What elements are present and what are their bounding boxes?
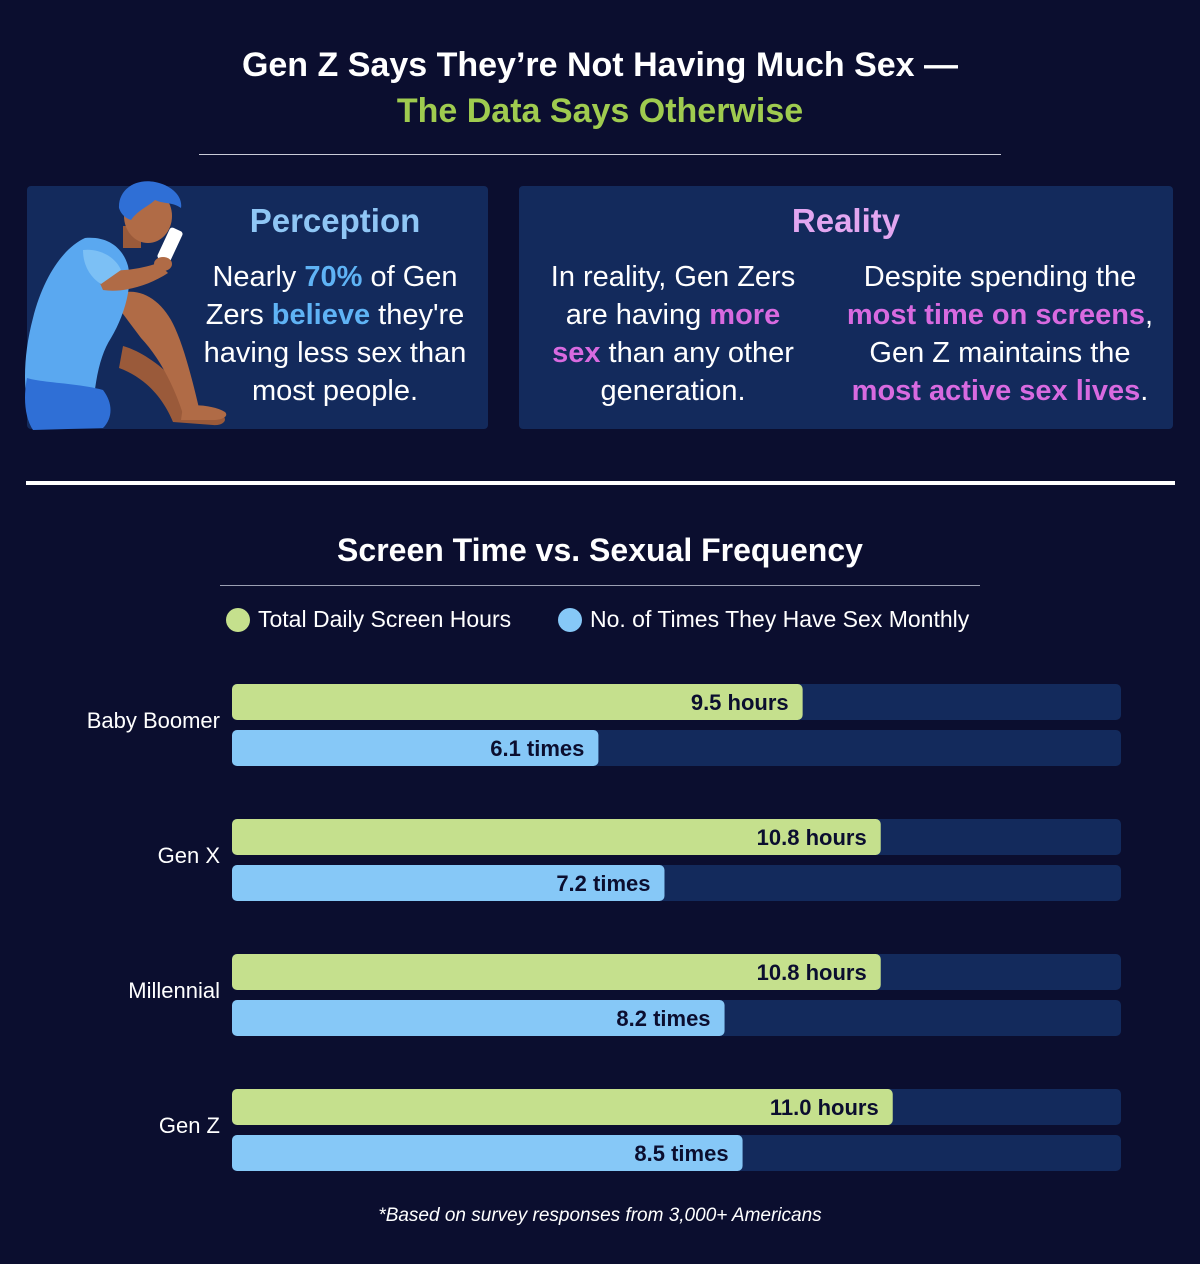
bar-gen-z-screen-hours xyxy=(232,1089,893,1125)
perception-line-2a: Zers xyxy=(205,299,272,331)
category-label-baby-boomer: Baby Boomer xyxy=(87,708,220,733)
reality-heading: Reality xyxy=(791,202,901,239)
perception-believe: believe xyxy=(271,299,371,331)
perception-line-4: most people. xyxy=(251,375,419,407)
chart-title: Screen Time vs. Sexual Frequency xyxy=(337,532,863,568)
reality-text-left: In reality, Gen Zers are having more sex… xyxy=(527,258,819,410)
bar-millennial-screen-hours xyxy=(232,954,881,990)
reality-panel: Reality In reality, Gen Zers are having … xyxy=(519,186,1173,429)
bar-gen-x-sex-monthly xyxy=(232,865,665,901)
title-divider xyxy=(199,154,1001,155)
title-line-1: Gen Z Says They’re Not Having Much Sex — xyxy=(241,46,959,84)
reality-left-line-4: generation. xyxy=(600,375,746,407)
data-label-gen-z-screen-hours: 11.0 hours xyxy=(770,1095,879,1120)
data-label-millennial-sex-monthly: 8.2 times xyxy=(616,1006,710,1031)
reality-left-line-3: sex than any other xyxy=(527,334,819,372)
reality-right-line-3: Gen Z maintains the xyxy=(869,337,1131,369)
data-label-gen-x-screen-hours: 10.8 hours xyxy=(757,825,867,850)
reality-most-active: most active sex lives xyxy=(851,375,1141,407)
category-label-gen-z: Gen Z xyxy=(159,1113,220,1138)
reality-most-time: most time on screens xyxy=(846,299,1146,331)
reality-comma: , xyxy=(1145,299,1154,331)
reality-right-line-2: most time on screens, xyxy=(831,296,1169,334)
legend-swatch-sex-monthly xyxy=(558,608,582,632)
category-label-gen-x: Gen X xyxy=(158,843,221,868)
perception-line-1: Nearly 70% of Gen xyxy=(187,258,483,296)
legend-label-sex-monthly: No. of Times They Have Sex Monthly xyxy=(590,606,970,632)
reality-left-line-1: In reality, Gen Zers xyxy=(550,261,796,293)
reality-left-line-2a: are having xyxy=(565,299,710,331)
bar-baby-boomer-screen-hours xyxy=(232,684,803,720)
perception-heading: Perception xyxy=(249,202,421,239)
perception-line-3: having less sex than xyxy=(203,337,467,369)
reality-right-line-4: most active sex lives. xyxy=(831,372,1169,410)
reality-left-line-2: are having more xyxy=(527,296,819,334)
reality-text-right: Despite spending the most time on screen… xyxy=(831,258,1169,410)
perception-text: Nearly 70% of Gen Zers believe they're h… xyxy=(187,258,483,410)
perception-stat: 70% xyxy=(304,261,363,293)
perception-line-2c: they're xyxy=(370,299,465,331)
footnote: *Based on survey responses from 3,000+ A… xyxy=(378,1205,822,1226)
perception-line-2: Zers believe they're xyxy=(187,296,483,334)
data-label-baby-boomer-screen-hours: 9.5 hours xyxy=(691,690,789,715)
perception-line-1a: Nearly xyxy=(212,261,305,293)
data-label-baby-boomer-sex-monthly: 6.1 times xyxy=(490,736,584,761)
bar-chart: Baby Boomer 9.5 hours 6.1 times Gen X 10.8 h… xyxy=(87,684,1121,1171)
data-label-gen-z-sex-monthly: 8.5 times xyxy=(634,1141,728,1166)
reality-more: more xyxy=(709,299,781,331)
section-divider xyxy=(26,481,1175,485)
data-label-millennial-screen-hours: 10.8 hours xyxy=(757,960,867,985)
bar-baby-boomer-sex-monthly xyxy=(232,730,599,766)
data-label-gen-x-sex-monthly: 7.2 times xyxy=(556,871,650,896)
perception-panel: Perception Nearly 70% of Gen Zers believ… xyxy=(25,181,488,430)
perception-line-1c: of Gen xyxy=(362,261,458,293)
bar-millennial-sex-monthly xyxy=(232,1000,725,1036)
reality-sex: sex xyxy=(552,337,601,369)
person-with-phone-illustration xyxy=(25,181,227,430)
legend-swatch-screen-hours xyxy=(226,608,250,632)
category-label-millennial: Millennial xyxy=(128,978,220,1003)
reality-right-line-1: Despite spending the xyxy=(863,261,1137,293)
bar-gen-x-screen-hours xyxy=(232,819,881,855)
title-line-2: The Data Says Otherwise xyxy=(396,92,804,130)
reality-period: . xyxy=(1140,375,1149,407)
reality-left-line-3b: than any other xyxy=(600,337,794,369)
chart-title-divider xyxy=(220,585,980,586)
legend-label-screen-hours: Total Daily Screen Hours xyxy=(258,606,512,632)
bar-gen-z-sex-monthly xyxy=(232,1135,743,1171)
